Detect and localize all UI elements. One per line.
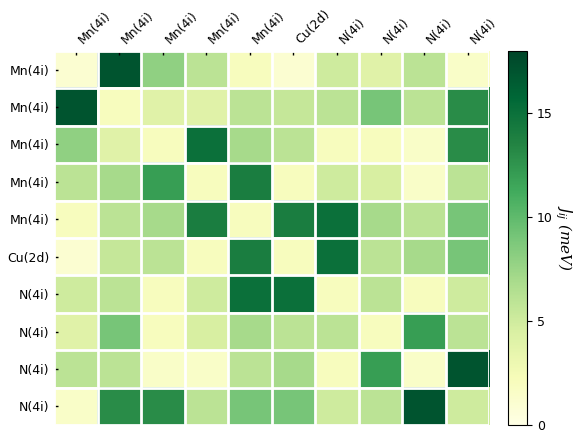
Y-axis label: $J_{ij}$ (meV): $J_{ij}$ (meV) <box>553 205 574 271</box>
